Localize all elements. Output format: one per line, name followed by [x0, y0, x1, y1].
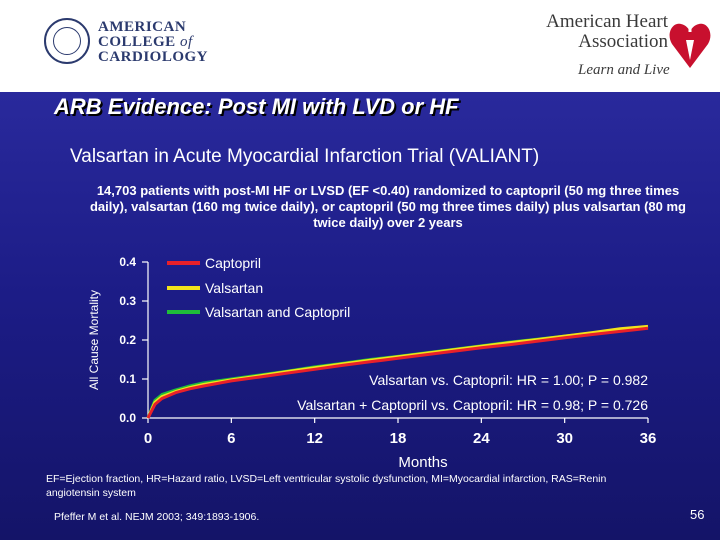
- y-tick-label: 0.4: [119, 255, 136, 269]
- x-tick-label: 6: [227, 430, 235, 447]
- heart-torch-icon: [669, 10, 711, 68]
- legend-label: Valsartan: [205, 280, 263, 296]
- annotation-hr-combination: Valsartan + Captopril vs. Captopril: HR …: [297, 397, 648, 413]
- y-axis-label: All Cause Mortality: [87, 290, 101, 390]
- slide-subtitle: Valsartan in Acute Myocardial Infarction…: [70, 146, 540, 167]
- aha-tagline: Learn and Live: [578, 62, 670, 78]
- acc-seal-icon: [44, 18, 90, 64]
- y-tick-label: 0.0: [119, 411, 136, 425]
- x-tick-label: 36: [640, 430, 657, 447]
- x-tick-label: 0: [144, 430, 152, 447]
- acc-logo-text: AMERICAN COLLEGE of CARDIOLOGY: [98, 19, 209, 65]
- x-tick-label: 12: [306, 430, 323, 447]
- aha-name: American Heart Association: [546, 11, 668, 52]
- header-band: [0, 0, 720, 92]
- x-tick-label: 18: [390, 430, 407, 447]
- footnote: EF=Ejection fraction, HR=Hazard ratio, L…: [46, 473, 607, 499]
- legend-label: Captopril: [205, 255, 261, 271]
- y-tick-label: 0.2: [119, 333, 136, 347]
- series-line-captopril: [146, 326, 649, 419]
- y-tick-label: 0.3: [119, 294, 136, 308]
- slide-title: ARB Evidence: Post MI with LVD or HF: [54, 94, 459, 119]
- citation: Pfeffer M et al. NEJM 2003; 349:1893-190…: [54, 511, 260, 523]
- legend-label: Valsartan and Captopril: [205, 304, 350, 320]
- slide-description: 14,703 patients with post-MI HF or LVSD …: [89, 183, 687, 230]
- annotation-hr-valsartan: Valsartan vs. Captopril: HR = 1.00; P = …: [369, 372, 648, 388]
- aha-logo: American Heart Association Learn and Liv…: [530, 8, 715, 88]
- x-tick-label: 30: [556, 430, 573, 447]
- page-number: 56: [690, 507, 705, 522]
- acc-logo: AMERICAN COLLEGE of CARDIOLOGY: [36, 14, 236, 74]
- y-tick-label: 0.1: [119, 372, 136, 386]
- x-tick-label: 24: [473, 430, 490, 447]
- x-axis-label: Months: [398, 454, 447, 471]
